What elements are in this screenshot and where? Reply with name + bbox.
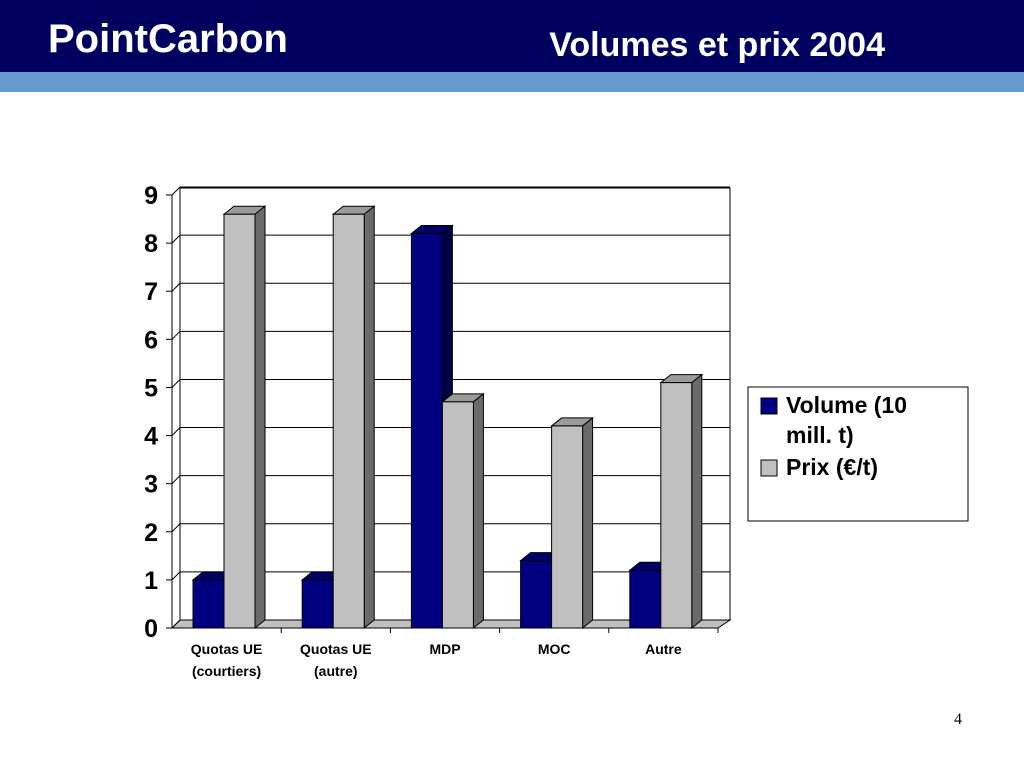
- bar: [222, 205, 267, 630]
- bar-front: [551, 425, 584, 629]
- bar-side: [254, 205, 266, 630]
- bar-front: [520, 560, 553, 629]
- header-bar: [0, 0, 1024, 72]
- slide-title: Volumes et prix 2004: [549, 26, 885, 64]
- page-number: 4: [954, 711, 962, 728]
- grid-line: [171, 186, 730, 196]
- legend-swatch: [760, 397, 778, 415]
- y-tick-label: 4: [144, 423, 158, 451]
- x-tick-label: Autre: [645, 641, 682, 657]
- grid-line: [171, 234, 730, 244]
- bar-side: [582, 416, 594, 630]
- grid-line: [171, 378, 730, 388]
- bar: [550, 416, 595, 630]
- bar: [659, 373, 704, 630]
- legend-label: Volume (10 mill. t): [786, 392, 907, 448]
- bar-front: [332, 213, 365, 629]
- grid-line: [171, 282, 730, 292]
- bar-side: [472, 392, 484, 630]
- y-tick-label: 3: [144, 471, 158, 499]
- legend-label: Prix (€/t): [786, 454, 879, 480]
- bar-front: [410, 232, 443, 629]
- logo: PointCarbon: [48, 17, 288, 61]
- x-tick-label: Quotas UE (courtiers): [190, 641, 263, 679]
- y-tick-label: 9: [144, 182, 158, 210]
- bar-front: [301, 579, 334, 629]
- bar-side: [363, 205, 375, 630]
- x-tick-label: MDP: [429, 641, 461, 657]
- bar-front: [192, 579, 225, 629]
- legend-box: [747, 386, 969, 522]
- y-tick-label: 0: [144, 615, 158, 643]
- grid-line: [171, 523, 730, 533]
- bar-front: [223, 213, 256, 629]
- y-tick-label: 5: [144, 374, 158, 402]
- y-tick-label: 7: [144, 278, 158, 306]
- header-stripe: [0, 72, 1024, 92]
- legend-swatch: [760, 459, 778, 477]
- y-tick-label: 1: [144, 567, 158, 595]
- y-tick-label: 6: [144, 326, 158, 354]
- bar-front: [629, 569, 662, 629]
- bar-front: [441, 401, 474, 629]
- bar-side: [691, 373, 703, 630]
- bar: [440, 392, 485, 630]
- y-tick-label: 2: [144, 519, 158, 547]
- y-tick-label: 8: [144, 230, 158, 258]
- bar-front: [660, 382, 693, 629]
- grid-line: [171, 427, 730, 436]
- bar: [331, 205, 376, 630]
- grid-line: [171, 475, 730, 485]
- grid-line: [171, 330, 730, 340]
- x-tick-label: Quotas UE (autre): [300, 641, 372, 679]
- x-tick-label: MOC: [537, 641, 571, 657]
